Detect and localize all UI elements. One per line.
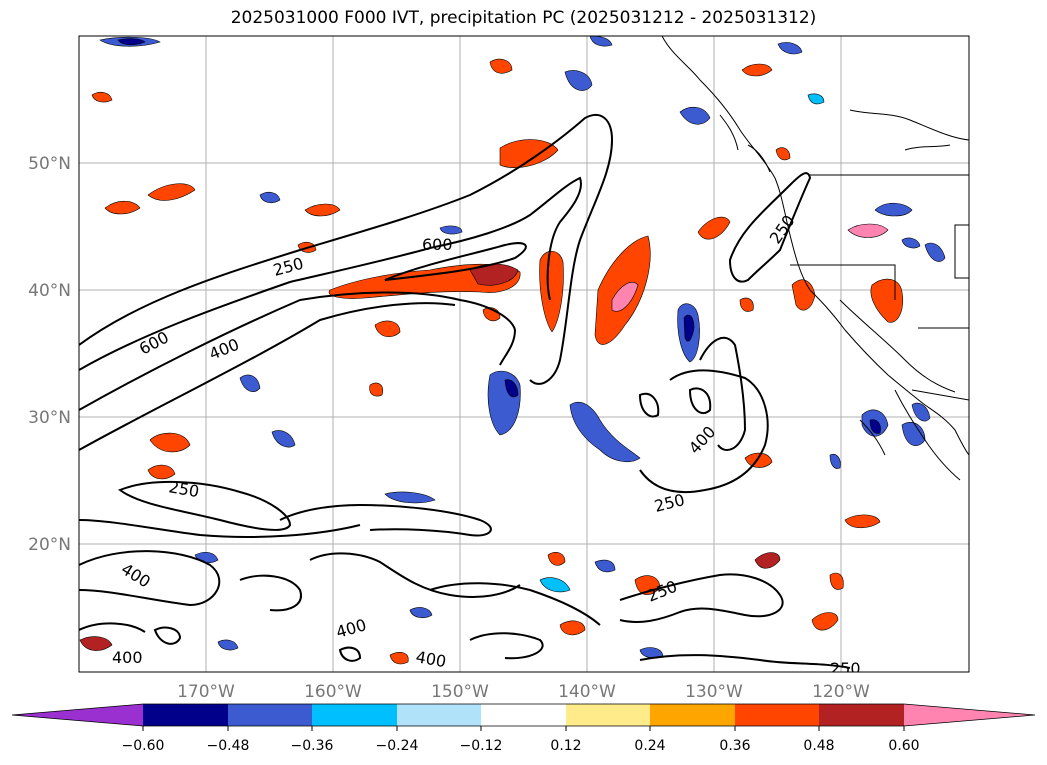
contour-label: 600 [422,235,453,254]
longitude-label-120w: 120°W [812,682,870,702]
longitude-label-160w: 160°W [304,682,362,702]
colorbar-tick-label: −0.24 [376,738,419,754]
colorbar: −0.60 −0.48 −0.36 −0.24 −0.12 0.12 0.24 … [11,703,1036,754]
colorbar-segment [566,704,650,726]
contour-label: 250 [830,659,861,678]
colorbar-tick-label: 0.60 [888,738,919,754]
colorbar-tick-label: −0.48 [207,738,250,754]
colorbar-tick-label: 0.12 [550,738,581,754]
contour-label: 400 [112,648,143,667]
colorbar-segment [735,704,819,726]
latitude-label-40n: 40°N [28,281,71,301]
longitude-label-150w: 150°W [431,682,489,702]
coastlines [661,36,969,481]
colorbar-tick-label: 0.48 [803,738,834,754]
latitude-label-30n: 30°N [28,408,71,428]
colorbar-tick-label: −0.36 [291,738,334,754]
colorbar-segment [228,704,312,726]
map-frame [78,35,970,673]
longitude-label-140w: 140°W [558,682,616,702]
longitude-label-130w: 130°W [685,682,743,702]
colorbar-segment [819,704,904,726]
ivt-contours [79,113,851,669]
precip-positive-areas [79,58,903,665]
colorbar-tick-label: −0.60 [122,738,165,754]
colorbar-extend-high [904,704,1035,726]
latitude-labels: 50°N 40°N 30°N 20°N [28,154,71,555]
precip-negative-areas [99,36,946,659]
longitude-label-170w: 170°W [177,682,235,702]
colorbar-segment [481,704,566,726]
colorbar-segment [397,704,481,726]
colorbar-ticks [142,726,905,731]
longitude-labels: 170°W 160°W 150°W 140°W 130°W 120°W [177,682,870,702]
map-plot-area: 600 250 600 400 250 400 250 250 250 400 … [79,36,969,678]
colorbar-segment [143,704,228,726]
colorbar-tick-label: 0.36 [719,738,750,754]
latitude-label-20n: 20°N [28,535,71,555]
colorbar-tick-label: 0.24 [634,738,665,754]
colorbar-segment [312,704,397,726]
latitude-label-50n: 50°N [28,154,71,174]
colorbar-segment [650,704,735,726]
map-title: 2025031000 F000 IVT, precipitation PC (2… [230,8,817,28]
colorbar-tick-label: −0.12 [460,738,503,754]
colorbar-extend-low [12,704,143,726]
